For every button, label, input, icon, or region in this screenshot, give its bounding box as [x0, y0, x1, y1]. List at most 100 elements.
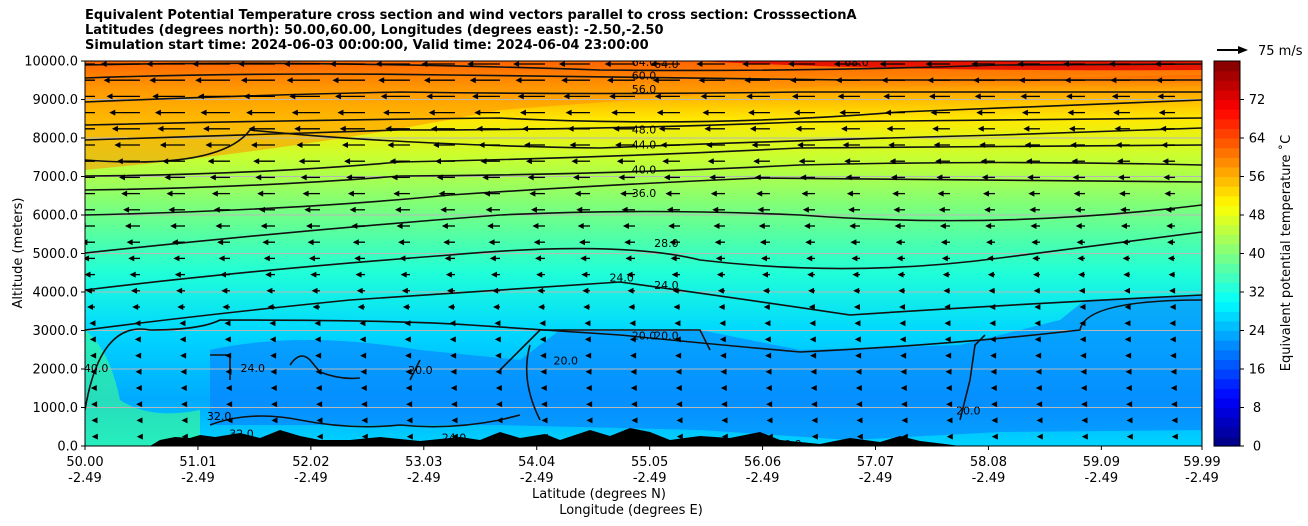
wind-arrowhead: [334, 93, 341, 100]
wind-arrowhead: [719, 320, 726, 327]
wind-arrowhead: [426, 93, 433, 100]
colorbar-tick-label: 8: [1253, 401, 1261, 416]
wind-arrowhead: [85, 271, 91, 278]
wind-arrowhead: [1162, 158, 1169, 165]
wind-arrowhead: [808, 304, 815, 310]
quiver-key: 75 m/s: [1217, 44, 1303, 59]
wind-arrowhead: [676, 417, 683, 424]
wind-arrowhead: [929, 93, 936, 100]
wind-arrowhead: [447, 304, 454, 310]
wind-arrowhead: [85, 287, 92, 294]
contour-label: 20.0: [654, 329, 679, 342]
colorbar-tick-label: 48: [1249, 209, 1266, 224]
contour-line: [289, 355, 361, 380]
wind-arrowhead: [179, 336, 186, 343]
wind-arrowhead: [1120, 223, 1127, 229]
wind-arrowhead: [316, 401, 323, 408]
wind-arrowhead: [984, 206, 991, 213]
wind-arrowhead: [399, 255, 406, 262]
wind-arrowhead: [1075, 223, 1082, 229]
wind-arrowhead: [933, 142, 940, 148]
wind-arrowhead: [1020, 93, 1027, 100]
y-tick-label: 1000.0: [33, 401, 79, 416]
wind-arrowhead: [89, 336, 96, 343]
wind-arrowhead: [835, 77, 842, 84]
colorbar-segment: [1214, 282, 1240, 293]
wind-arrowhead: [225, 352, 232, 359]
wind-arrowhead: [255, 174, 262, 181]
wind-arrowhead: [300, 174, 307, 181]
wind-arrowhead: [746, 93, 753, 100]
colorbar-segment: [1214, 311, 1240, 322]
wind-arrowhead: [1077, 255, 1084, 262]
wind-arrowhead: [628, 304, 635, 310]
wind-arrowhead: [990, 352, 997, 359]
contour-line: [409, 359, 421, 381]
contour-line: [85, 91, 1202, 103]
wind-arrowhead: [540, 385, 547, 391]
wind-arrowhead: [1034, 336, 1041, 343]
wind-arrowhead: [387, 142, 394, 148]
wind-arrowhead: [450, 352, 457, 359]
wind-arrowhead: [581, 271, 588, 278]
quiver-key-arrowhead: [1238, 46, 1248, 54]
wind-arrowhead: [1035, 352, 1042, 359]
wind-arrowhead: [116, 158, 123, 165]
wind-arrowhead: [1079, 336, 1086, 343]
wind-arrowhead: [797, 142, 804, 148]
colorbar-segment: [1214, 89, 1240, 101]
wind-arrowhead: [650, 61, 657, 67]
wind-arrowhead: [1074, 206, 1081, 213]
wind-arrowhead: [450, 368, 457, 375]
wind-arrowhead: [721, 417, 728, 424]
wind-arrowhead: [1081, 433, 1088, 440]
wind-arrowhead: [606, 77, 613, 84]
wind-arrowhead: [946, 417, 953, 424]
wind-arrowhead: [853, 304, 860, 310]
wind-arrowhead: [1123, 271, 1130, 278]
wind-arrowhead: [332, 77, 339, 84]
wind-arrowhead: [265, 271, 272, 278]
wind-arrowhead: [981, 174, 988, 181]
contour-label: 20.0: [632, 329, 657, 342]
wind-arrowhead: [944, 336, 951, 343]
wind-arrowhead: [855, 385, 862, 391]
wind-arrowhead: [1036, 433, 1043, 440]
wind-arrowhead: [1021, 109, 1028, 116]
wind-arrowhead: [180, 368, 187, 375]
contour-line: [85, 204, 1202, 254]
wind-arrowhead: [807, 271, 814, 278]
x-tick-label-lat: 51.01: [179, 455, 216, 470]
wind-arrowhead: [250, 142, 257, 148]
x-tick-label-lat: 54.04: [518, 455, 555, 470]
wind-arrowhead: [1124, 304, 1131, 310]
wind-arrowhead: [1157, 93, 1164, 100]
wind-arrowhead: [742, 61, 749, 67]
wind-arrowhead: [1171, 433, 1178, 440]
wind-arrowhead: [850, 239, 857, 246]
colorbar-segment: [1214, 166, 1240, 178]
wind-arrowhead: [515, 77, 522, 84]
wind-arrowhead: [494, 336, 501, 343]
wind-arrowhead: [1169, 336, 1176, 343]
wind-arrowhead: [221, 287, 228, 294]
wind-arrowhead: [87, 304, 94, 310]
colorbar-segment: [1214, 330, 1240, 341]
wind-arrowhead: [1081, 417, 1088, 424]
wind-arrowhead: [895, 239, 902, 246]
wind-arrowhead: [720, 385, 727, 391]
wind-arrowhead: [421, 61, 428, 67]
wind-arrowhead: [881, 77, 888, 84]
title-line-2: Latitudes (degrees north): 50.00,60.00, …: [85, 23, 664, 38]
colorbar-segment: [1214, 205, 1240, 216]
wind-arrowhead: [585, 352, 592, 359]
wind-arrowhead: [406, 433, 413, 440]
wind-arrowhead: [576, 206, 583, 213]
wind-arrowhead: [1072, 174, 1079, 181]
wind-arrowhead: [91, 401, 98, 408]
wind-arrowhead: [942, 271, 949, 278]
wind-arrowhead: [1080, 368, 1087, 375]
wind-arrowhead: [359, 320, 366, 327]
wind-arrowhead: [1017, 61, 1024, 67]
wind-arrowhead: [179, 320, 186, 327]
